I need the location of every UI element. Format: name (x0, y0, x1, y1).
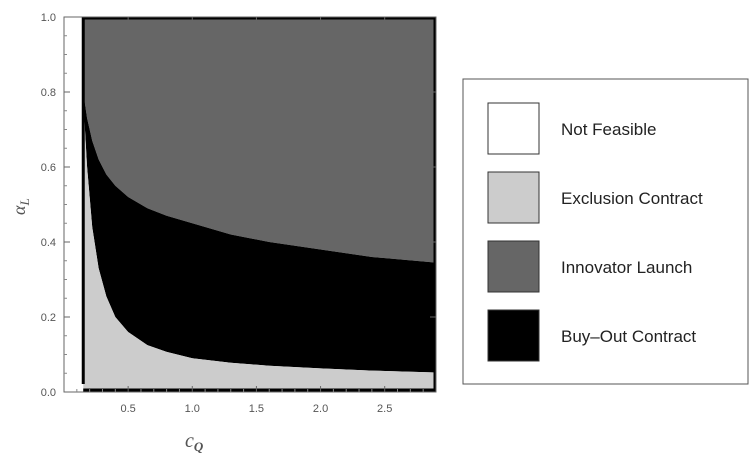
legend-label: Exclusion Contract (561, 189, 703, 208)
x-tick-label: 0.5 (120, 403, 135, 415)
x-axis: 0.5 1.0 1.5 2.0 2.5 (76, 17, 424, 415)
x-axis-label: cQ (185, 430, 204, 453)
innovator-launch-region (83, 17, 436, 263)
y-tick-label: 0.0 (41, 387, 56, 399)
exclusion-contract-region (83, 99, 436, 392)
y-axis-label: αL (9, 198, 32, 215)
x-tick-label: 1.5 (249, 403, 264, 415)
legend-swatch (487, 309, 540, 362)
y-axis: 0.0 0.2 0.4 0.6 0.8 1.0 (41, 12, 436, 399)
y-axis-label-subscript: L (17, 198, 32, 206)
y-tick-label: 0.2 (41, 312, 56, 324)
legend-label: Not Feasible (561, 120, 656, 139)
y-tick-label: 0.6 (41, 162, 56, 174)
legend-swatch (487, 240, 540, 293)
legend-swatch (487, 102, 540, 155)
legend-label: Innovator Launch (561, 258, 692, 277)
y-tick-label: 1.0 (41, 12, 56, 24)
legend: Not Feasible Exclusion Contract Innovator … (462, 78, 749, 385)
plot-area (63, 16, 437, 393)
x-tick-label: 2.0 (313, 403, 328, 415)
x-axis-label-subscript: Q (194, 439, 204, 453)
y-tick-label: 0.4 (41, 237, 56, 249)
x-tick-label: 1.0 (185, 403, 200, 415)
x-tick-label: 2.5 (377, 403, 392, 415)
legend-label: Buy–Out Contract (561, 327, 696, 346)
y-tick-label: 0.8 (41, 87, 56, 99)
legend-swatch (487, 171, 540, 224)
x-axis-label-main: c (185, 430, 194, 452)
y-axis-label-main: α (9, 205, 29, 215)
buy-out-region (83, 92, 436, 373)
